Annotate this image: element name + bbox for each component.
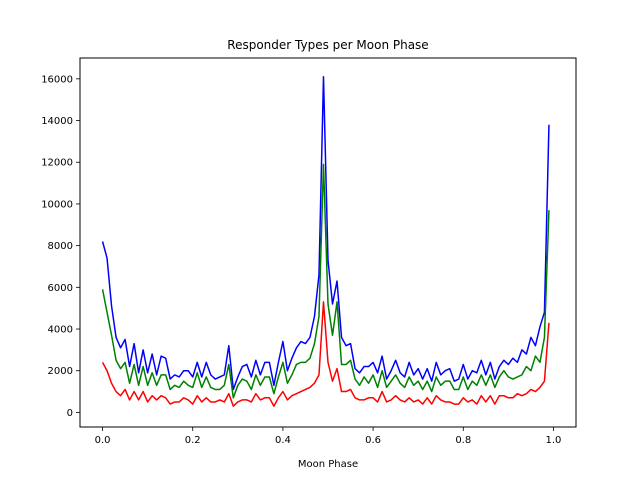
series-line-1 [101,163,550,399]
series-line-2 [101,301,550,407]
y-tick-label: 2000 [48,366,73,377]
x-tick-label: 0.8 [455,435,471,446]
y-tick-label: 10000 [41,199,73,210]
x-axis-label: Moon Phase [298,459,358,470]
y-tick-label: 0 [67,408,73,419]
x-tick-label: 1.0 [546,435,562,446]
y-tick-label: 4000 [48,325,73,336]
y-tick-label: 6000 [48,283,73,294]
x-tick-label: 0.2 [185,435,201,446]
y-tick-label: 14000 [41,116,73,127]
series-line-0 [101,76,550,391]
x-tick-label: 0.4 [275,435,291,446]
y-axis-ticks: 0 2000 4000 6000 8000 10000 12000 14000 16000 [41,74,80,419]
series-layer [101,76,550,407]
x-axis-ticks: 0.0 0.2 0.4 0.6 0.8 1.0 [95,427,562,446]
chart-title: Responder Types per Moon Phase [227,38,428,52]
y-tick-label: 16000 [41,74,73,85]
x-tick-label: 0.0 [95,435,111,446]
x-tick-label: 0.6 [365,435,381,446]
y-tick-label: 12000 [41,158,73,169]
y-tick-label: 8000 [48,241,73,252]
plot-frame [79,57,577,428]
